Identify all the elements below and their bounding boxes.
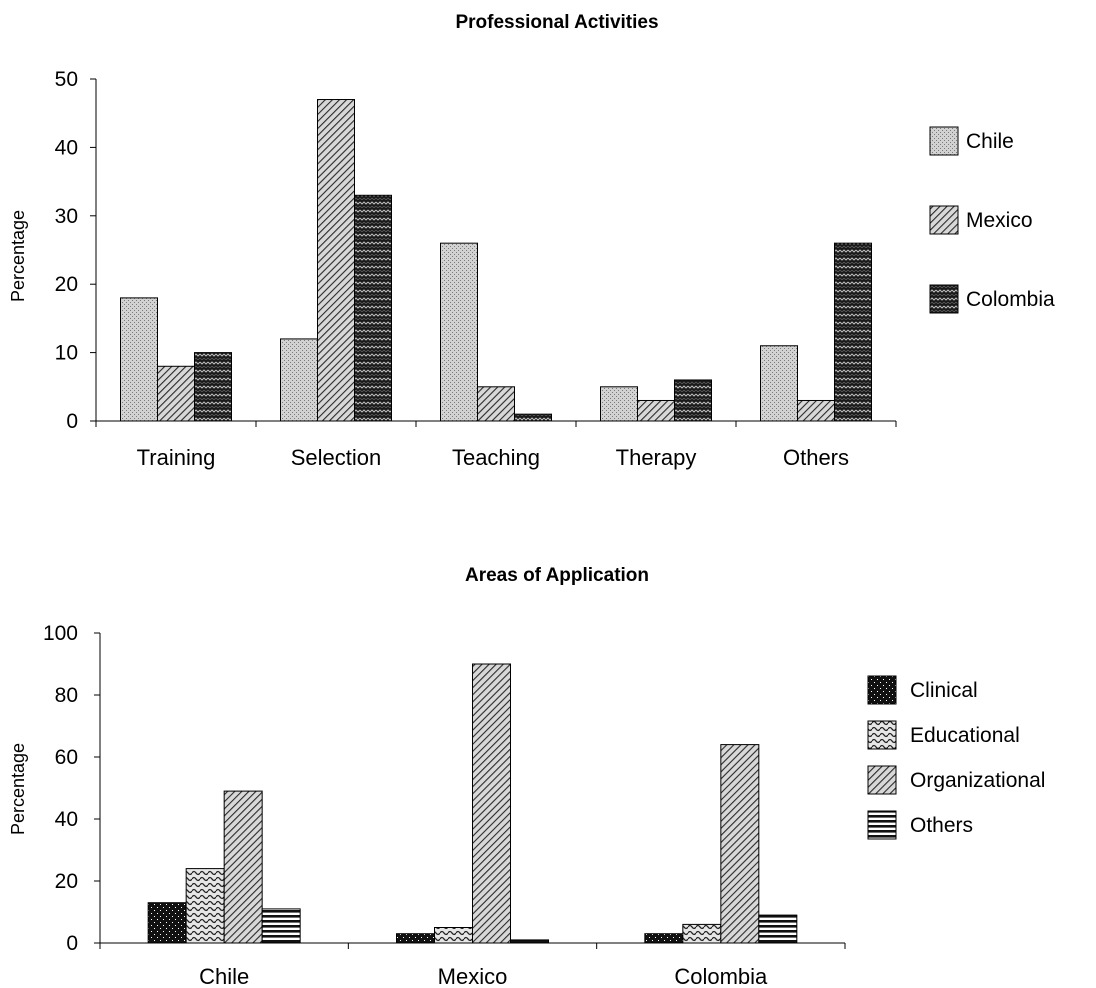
chart2-legend: Clinical Educational Organizational Others	[867, 675, 1045, 840]
chart1-y-tick-label: 40	[55, 136, 78, 159]
chart1-bar-colombia-teaching	[514, 413, 552, 422]
chart1-bar-mexico-others	[797, 399, 835, 422]
chart1-bar-colombia-therapy	[674, 379, 712, 422]
chart1-bar-mexico-therapy	[637, 399, 675, 422]
chart1-bar-colombia-training	[194, 352, 232, 422]
chart2-legend-swatch	[867, 675, 897, 705]
chart1-bar-mexico-training	[157, 365, 195, 422]
chart2-ylabel: Percentage	[8, 743, 28, 835]
chart1-bar-colombia-others	[834, 242, 872, 422]
chart1-bar-chile-selection	[280, 338, 318, 422]
chart1-legend-swatch	[929, 284, 959, 314]
chart2-bar-organizational-chile	[223, 790, 263, 944]
chart1-legend-label: Chile	[966, 130, 1014, 153]
chart1-y-tick-label: 0	[66, 410, 78, 433]
chart1-bar-chile-teaching	[440, 242, 478, 422]
chart1-category-label: Therapy	[616, 445, 697, 470]
chart2-y-tick-label: 0	[66, 932, 78, 955]
chart1-bar-chile-others	[760, 345, 798, 422]
chart1-bar-chile-training	[120, 297, 158, 422]
chart1-y-tick-label: 20	[55, 273, 78, 296]
chart2-title: Areas of Application	[465, 565, 649, 586]
chart1-category-label: Training	[137, 445, 216, 470]
chart2-legend-label: Others	[910, 814, 973, 837]
chart2-bar-others-mexico	[510, 939, 549, 944]
chart-professional-activities: Professional Activities Percentage 0 10 20…	[8, 12, 1055, 470]
chart1-y-tick-label: 30	[55, 205, 78, 228]
chart1-category-label: Others	[783, 445, 849, 470]
chart2-bar-others-colombia	[758, 914, 798, 944]
chart1-legend-swatch	[929, 126, 959, 156]
chart1-bar-mexico-selection	[317, 99, 355, 422]
chart2-y-tick-label: 20	[55, 870, 78, 893]
chart2-bar-organizational-mexico	[472, 663, 511, 944]
chart1-legend-label: Colombia	[966, 288, 1055, 311]
chart1-bar-chile-therapy	[600, 386, 638, 422]
chart2-legend-label: Clinical	[910, 679, 978, 702]
chart2-bar-others-chile	[261, 908, 301, 944]
chart2-legend-swatch	[867, 720, 897, 750]
chart2-category-label: Chile	[199, 964, 249, 988]
chart1-legend: Chile Mexico Colombia	[929, 126, 1055, 314]
chart2-legend-swatch	[867, 765, 897, 795]
chart2-legend-swatch	[867, 810, 897, 840]
chart2-category-label: Mexico	[438, 964, 508, 988]
chart1-legend-label: Mexico	[966, 209, 1033, 232]
chart2-y-tick-label: 100	[43, 622, 78, 645]
chart1-bars	[120, 99, 872, 422]
chart2-bar-clinical-colombia	[644, 933, 684, 944]
chart-areas-of-application: Areas of Application Percentage 0 20 40 60 8…	[8, 565, 1045, 988]
chart2-bar-organizational-colombia	[720, 744, 760, 944]
chart2-bar-educational-chile	[185, 868, 225, 944]
chart2-legend-label: Educational	[910, 724, 1020, 747]
chart1-y-tick-label: 50	[55, 68, 78, 91]
chart1-category-label: Teaching	[452, 445, 540, 470]
chart2-category-label: Colombia	[674, 964, 768, 988]
chart2-bar-educational-mexico	[434, 927, 473, 944]
chart1-bar-colombia-selection	[354, 194, 392, 422]
chart2-y-tick-label: 80	[55, 684, 78, 707]
chart1-title: Professional Activities	[455, 12, 658, 33]
chart2-bar-clinical-chile	[147, 902, 187, 944]
chart1-category-label: Selection	[291, 445, 382, 470]
chart1-legend-swatch	[929, 205, 959, 235]
chart2-legend-label: Organizational	[910, 769, 1045, 792]
chart1-axes: 0 10 20 30 40 50 Training Selection Teaching Ther…	[55, 68, 897, 470]
chart2-bar-educational-colombia	[682, 923, 722, 944]
chart2-y-tick-label: 60	[55, 746, 78, 769]
chart2-bar-clinical-mexico	[396, 933, 435, 944]
chart2-bars	[147, 663, 798, 944]
chart2-y-tick-label: 40	[55, 808, 78, 831]
chart1-y-tick-label: 10	[55, 342, 78, 365]
chart1-ylabel: Percentage	[8, 210, 28, 302]
chart1-bar-mexico-teaching	[477, 386, 515, 422]
